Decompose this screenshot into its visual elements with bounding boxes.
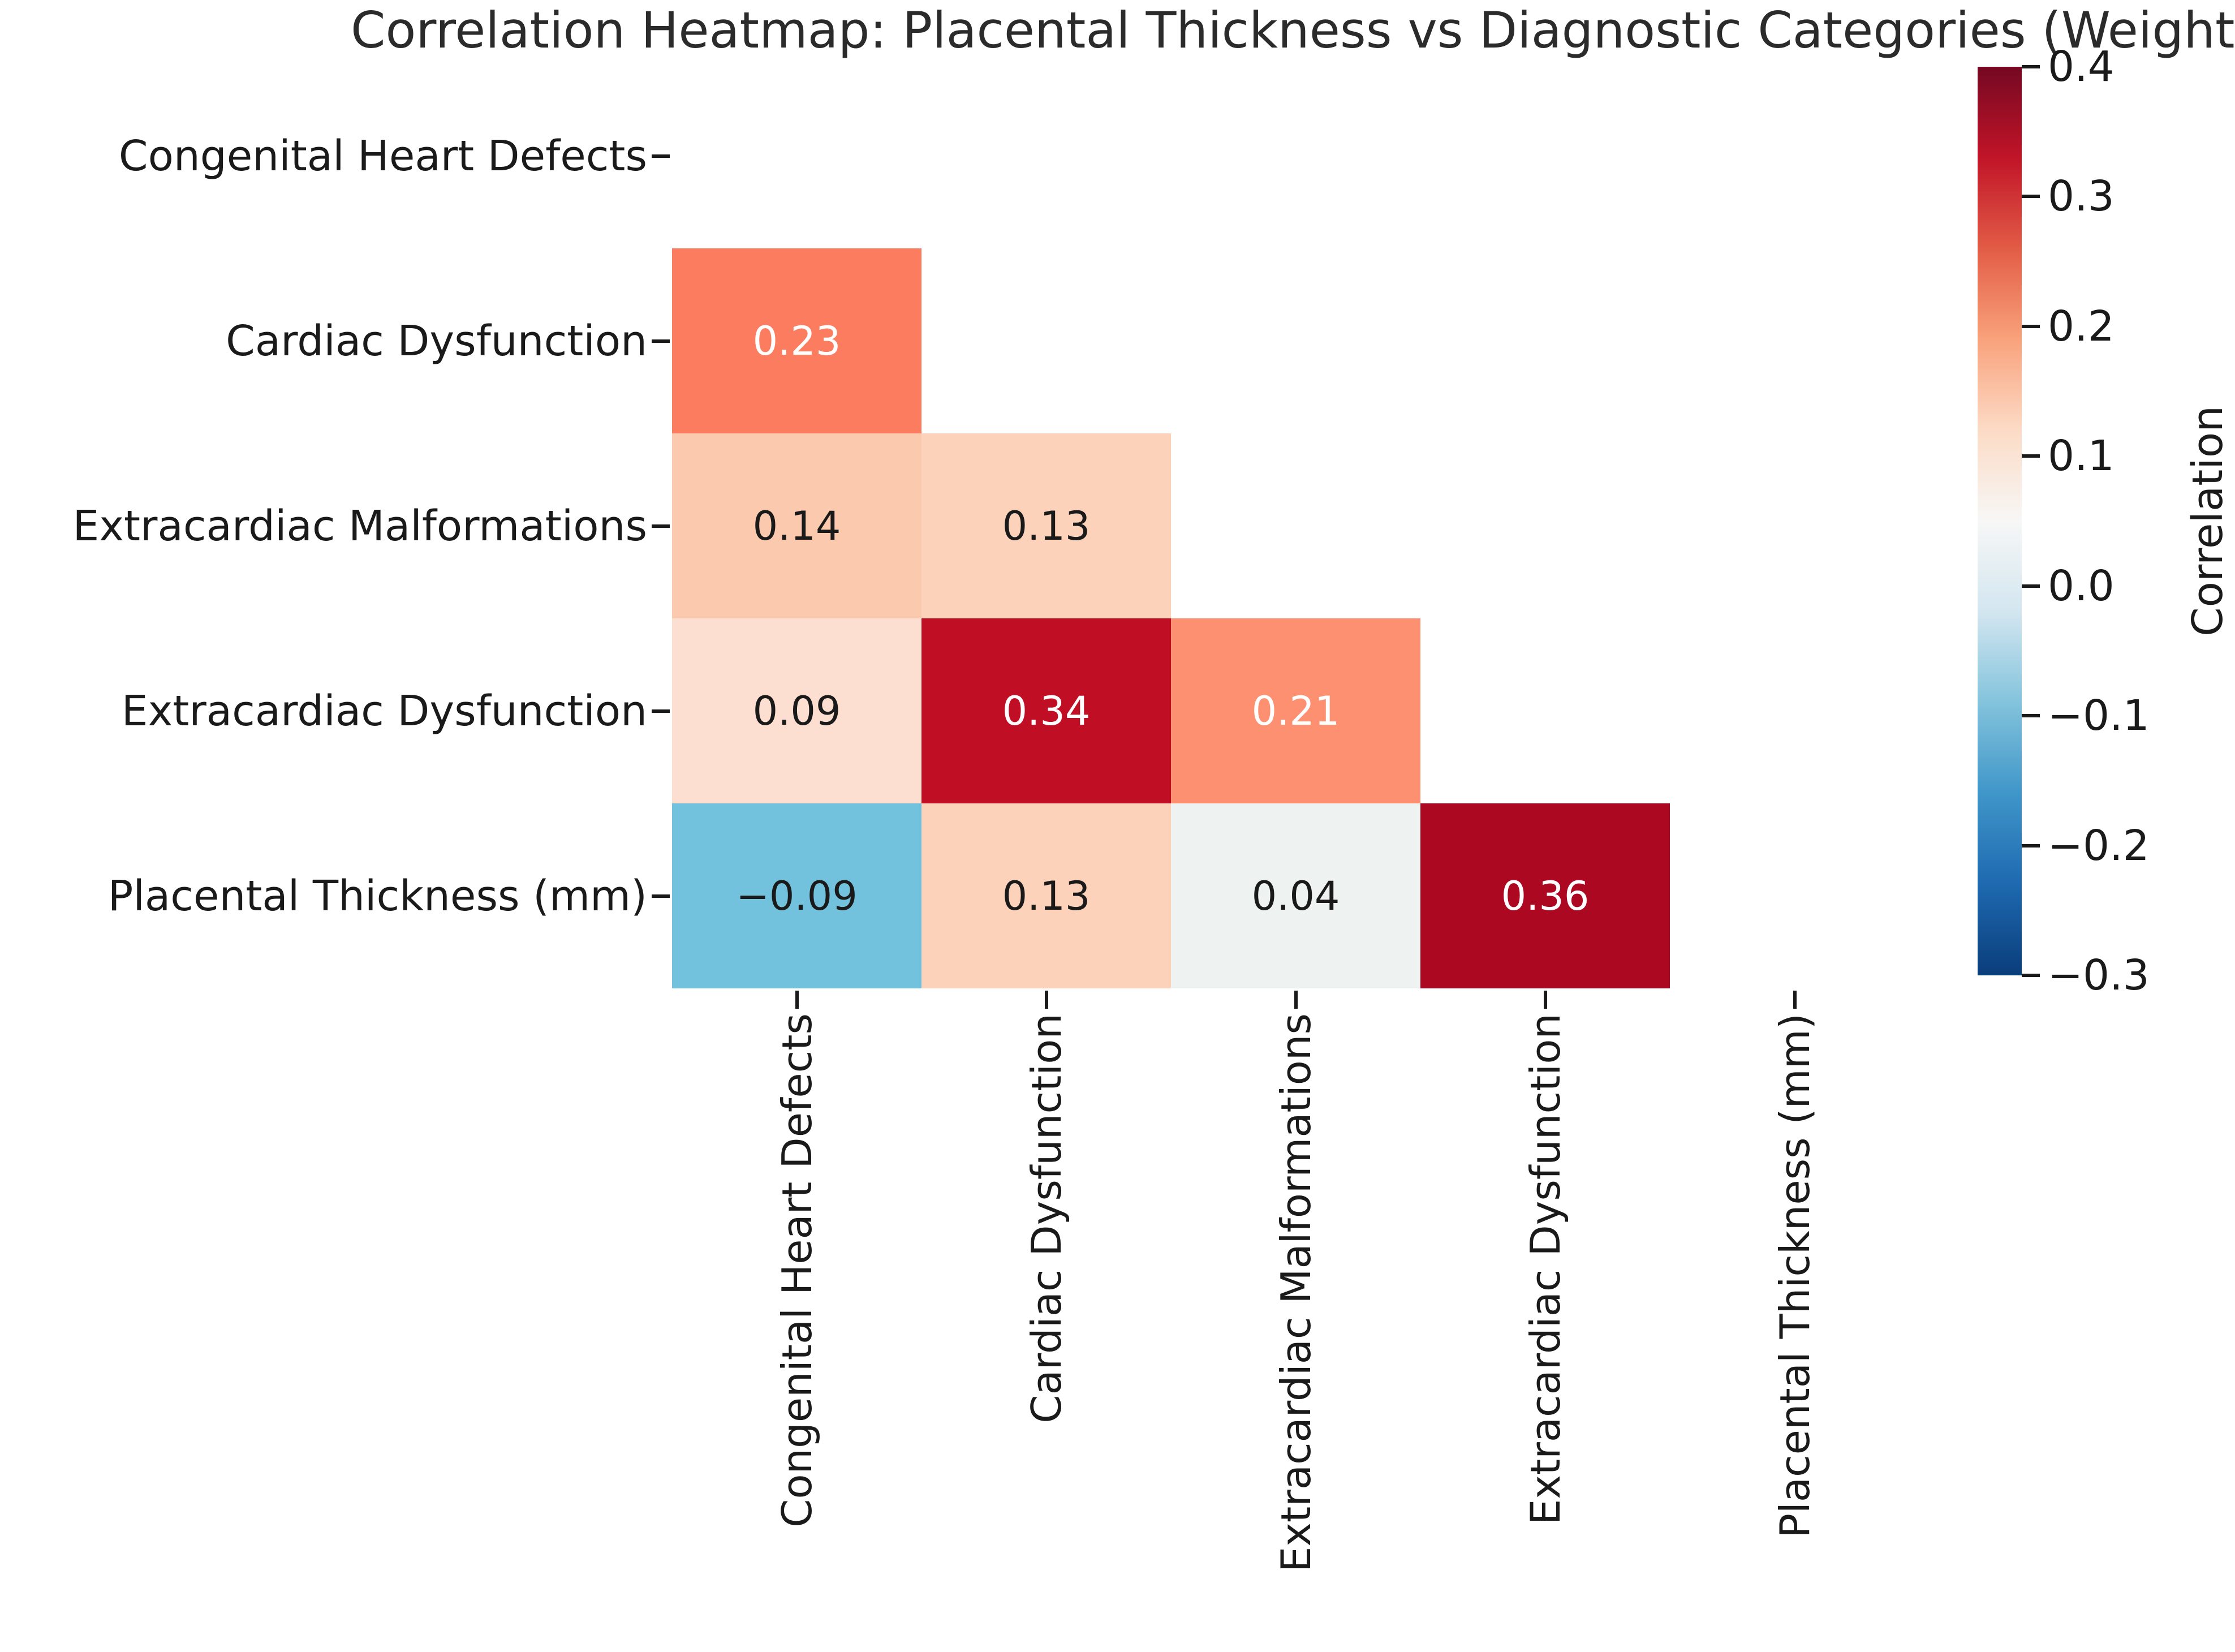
x-tick-mark [1294, 991, 1298, 1009]
colorbar-tick-mark [2022, 584, 2040, 588]
x-tick-label: Placental Thickness (mm) [1771, 1013, 1819, 1538]
colorbar-tick-label: −0.3 [2048, 951, 2150, 1000]
x-tick-mark [1044, 991, 1048, 1009]
cell-value: −0.09 [736, 872, 858, 919]
y-tick-mark [652, 339, 670, 343]
colorbar-tick-mark [2022, 714, 2040, 718]
y-tick-label: Congenital Heart Defects [118, 131, 647, 180]
colorbar-tick-mark [2022, 844, 2040, 847]
y-tick-label: Placental Thickness (mm) [107, 871, 647, 920]
colorbar-tick-label: −0.2 [2048, 821, 2150, 870]
cell-value: 0.21 [1251, 687, 1340, 734]
cell-value: 0.14 [752, 502, 841, 549]
x-tick-label: Congenital Heart Defects [773, 1013, 821, 1528]
cell-value: 0.13 [1002, 872, 1091, 919]
cell-value: 0.34 [1002, 687, 1091, 734]
heatmap-cell: 0.36 [1420, 803, 1670, 988]
y-tick-label: Extracardiac Malformations [72, 501, 647, 550]
x-tick-mark [1793, 991, 1797, 1009]
y-tick-label: Extracardiac Dysfunction [121, 686, 647, 735]
colorbar-tick-mark [2022, 324, 2040, 328]
heatmap-cell: −0.09 [672, 803, 921, 988]
heatmap-cell: 0.23 [672, 248, 921, 433]
heatmap-cell: 0.14 [672, 433, 921, 618]
colorbar-tick-label: 0.0 [2048, 561, 2115, 610]
colorbar-tick-mark [2022, 454, 2040, 458]
x-tick-label: Extracardiac Malformations [1272, 1013, 1320, 1573]
colorbar-tick-label: 0.4 [2048, 42, 2115, 91]
cell-value: 0.13 [1002, 502, 1091, 549]
colorbar-tick-label: −0.1 [2048, 691, 2150, 741]
colorbar-tick-label: 0.2 [2048, 302, 2115, 351]
chart-title: Correlation Heatmap: Placental Thickness… [351, 1, 2235, 59]
y-tick-mark [652, 709, 670, 713]
cell-value: 0.09 [752, 687, 841, 734]
colorbar-tick-mark [2022, 195, 2040, 199]
y-tick-mark [652, 154, 670, 158]
cell-value: 0.23 [752, 317, 841, 364]
colorbar-tick-mark [2022, 65, 2040, 68]
colorbar-tick-label: 0.3 [2048, 172, 2115, 221]
heatmap-cell: 0.13 [921, 803, 1171, 988]
y-tick-label: Cardiac Dysfunction [226, 316, 647, 365]
colorbar [1978, 67, 2022, 975]
x-tick-label: Extracardiac Dysfunction [1521, 1013, 1569, 1525]
colorbar-axis-label: Correlation [2184, 405, 2232, 637]
heatmap-cell: 0.21 [1171, 618, 1420, 803]
x-tick-label: Cardiac Dysfunction [1022, 1013, 1070, 1423]
heatmap-cell: 0.04 [1171, 803, 1420, 988]
cell-value: 0.04 [1251, 872, 1340, 919]
y-tick-mark [652, 524, 670, 528]
heatmap-cell: 0.13 [921, 433, 1171, 618]
heatmap-cell: 0.09 [672, 618, 921, 803]
x-tick-mark [1543, 991, 1547, 1009]
colorbar-tick-label: 0.1 [2048, 432, 2115, 481]
y-tick-mark [652, 894, 670, 898]
x-tick-mark [795, 991, 799, 1009]
heatmap-cell: 0.34 [921, 618, 1171, 803]
colorbar-tick-mark [2022, 974, 2040, 977]
cell-value: 0.36 [1501, 872, 1590, 919]
